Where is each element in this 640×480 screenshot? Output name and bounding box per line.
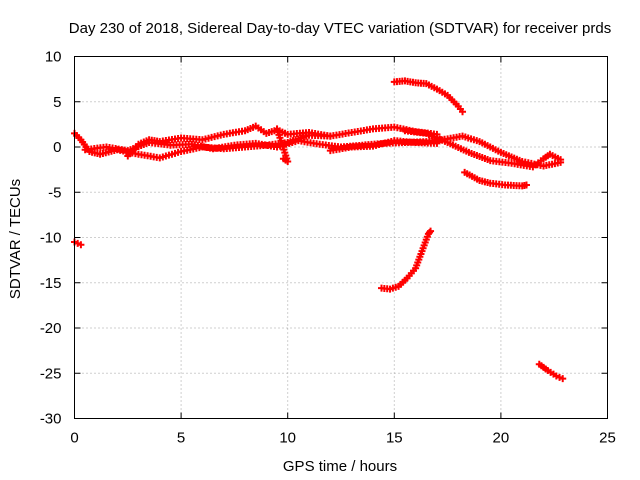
plot-frame bbox=[74, 56, 608, 419]
series-track-g bbox=[461, 168, 530, 190]
series-track-h bbox=[378, 227, 435, 293]
series-track-e bbox=[390, 77, 467, 116]
data-point bbox=[273, 125, 281, 133]
data-point bbox=[559, 375, 567, 383]
series-track-f bbox=[401, 127, 565, 171]
data-point bbox=[427, 227, 435, 235]
series-track-j bbox=[71, 238, 85, 249]
x-tick-label: 25 bbox=[599, 430, 616, 447]
series-track-i bbox=[535, 360, 567, 383]
x-tick-label: 10 bbox=[279, 430, 296, 447]
y-tick-label: -10 bbox=[40, 230, 62, 247]
y-tick-label: -20 bbox=[40, 320, 62, 337]
x-axis-label: GPS time / hours bbox=[283, 458, 397, 475]
y-tick-label: 10 bbox=[45, 49, 62, 66]
data-point bbox=[77, 241, 85, 249]
data-point bbox=[459, 108, 467, 116]
y-tick-label: -15 bbox=[40, 275, 62, 292]
y-tick-label: -25 bbox=[40, 365, 62, 382]
chart-title: Day 230 of 2018, Sidereal Day-to-day VTE… bbox=[69, 20, 611, 37]
x-tick-label: 20 bbox=[493, 430, 510, 447]
series-track-k bbox=[273, 125, 292, 165]
y-tick-label: 0 bbox=[53, 139, 61, 156]
y-tick-label: 5 bbox=[53, 94, 61, 111]
data-series bbox=[71, 77, 567, 383]
data-point bbox=[522, 181, 530, 189]
x-tick-label: 5 bbox=[177, 430, 185, 447]
x-tick-label: 0 bbox=[70, 430, 78, 447]
x-tick-label: 15 bbox=[386, 430, 403, 447]
y-tick-label: -30 bbox=[40, 411, 62, 428]
series-track-d bbox=[326, 137, 441, 155]
series-track-c bbox=[124, 122, 334, 160]
y-axis-ticks: -30 -25 -20 -15 -10 -5 0 5 10 bbox=[40, 49, 608, 428]
x-axis-ticks: 0 5 10 15 20 25 bbox=[70, 56, 616, 447]
grid bbox=[74, 56, 608, 419]
y-tick-label: -5 bbox=[48, 184, 61, 201]
y-axis-label: SDTVAR / TECUs bbox=[7, 179, 24, 299]
data-point bbox=[557, 156, 565, 164]
data-point bbox=[326, 132, 334, 140]
